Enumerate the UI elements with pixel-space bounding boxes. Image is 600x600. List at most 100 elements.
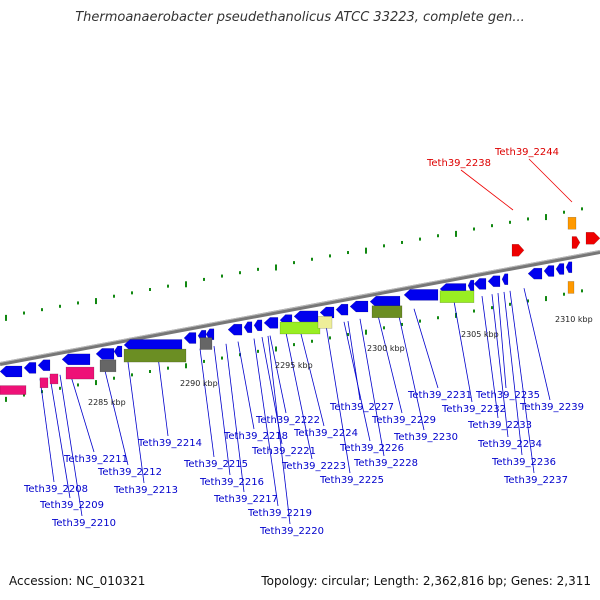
gene-arrow [263, 317, 279, 329]
leader-line [253, 338, 279, 507]
gene-arrow [335, 303, 349, 316]
gene-box-pink [0, 385, 27, 395]
gene-box-lime [279, 321, 321, 335]
gene-label: Teth39_2233 [467, 420, 532, 431]
gene-box-pink [39, 377, 49, 389]
leader-line [481, 295, 499, 419]
leader-line [359, 318, 385, 457]
gene-label: Teth39_2217 [213, 494, 278, 505]
gene-label: Teth39_2223 [281, 461, 346, 472]
gene-labels: Teth39_2208 Teth39_2209 Teth39_2210 Teth39_… [23, 147, 584, 537]
gene-arrow [123, 339, 183, 351]
leader-line [497, 293, 507, 389]
gene-label: Teth39_2236 [491, 457, 556, 468]
leader-line [225, 343, 245, 493]
gene-label: Teth39_2220 [259, 526, 324, 537]
gene-label: Teth39_2214 [137, 438, 202, 449]
accession-text: Accession: NC_010321 [9, 574, 146, 588]
leader-line [453, 301, 473, 403]
gene-arrow [183, 332, 197, 344]
leader-line [491, 294, 509, 438]
gene-box-orange [567, 281, 575, 294]
leader-line [59, 374, 83, 517]
gene-label: Teth39_2235 [475, 390, 540, 401]
leader-line [503, 291, 523, 456]
gene-label: Teth39_2210 [51, 518, 116, 529]
kbp-label: 2310 kbp [555, 315, 593, 324]
gene-arrow [95, 348, 115, 360]
leader-line [413, 308, 439, 389]
gene-box-grey [199, 337, 213, 350]
gene-label: Teth39_2237 [503, 475, 568, 486]
gene-arrow [487, 275, 501, 288]
gene-label: Teth39_2234 [477, 439, 542, 450]
gene-arrow-highlight [571, 236, 581, 249]
gene-arrow [527, 267, 543, 280]
gene-arrow [467, 279, 475, 292]
leader-line [103, 366, 129, 466]
gene-arrow [473, 278, 487, 290]
gene-arrow [369, 295, 401, 308]
gene-label: Teth39_2221 [251, 446, 316, 457]
leader-line [285, 332, 313, 460]
leader-line [39, 378, 55, 483]
kbp-labels: 2285 kbp 2290 kbp 2295 kbp 2300 kbp 2305 kbp… [88, 315, 593, 407]
gene-label: Teth39_2208 [23, 484, 88, 495]
gene-label: Teth39_2225 [319, 475, 384, 486]
gene-label: Teth39_2215 [183, 459, 248, 470]
leader-line [325, 325, 351, 474]
gene-label: Teth39_2226 [339, 443, 404, 454]
leader-line [397, 311, 425, 431]
gene-label: Teth39_2229 [371, 415, 436, 426]
gene-label: Teth39_2227 [329, 402, 394, 413]
leader-line [199, 348, 215, 458]
gene-label: Teth39_2230 [393, 432, 458, 443]
gene-label: Teth39_2222 [255, 415, 320, 426]
gene-box-olive [371, 305, 403, 319]
leader-line [523, 288, 551, 401]
gene-arrow [403, 289, 439, 301]
leader-lines [39, 158, 573, 525]
gene-box-orange [567, 216, 577, 230]
gene-arrow [555, 263, 565, 275]
leader-line [127, 362, 145, 484]
scale-ticks [5, 207, 583, 402]
gene-label: Teth39_2232 [441, 404, 506, 415]
gene-arrow [113, 345, 123, 358]
gene-arrow [565, 261, 573, 274]
leader-line [299, 329, 325, 427]
leader-line [49, 376, 71, 499]
gene-arrow [37, 359, 51, 372]
leader-line-red [528, 158, 573, 203]
gene-label: Teth39_2231 [407, 390, 472, 401]
gene-label: Teth39_2239 [519, 402, 584, 413]
gene-label: Teth39_2219 [247, 508, 312, 519]
gene-box-grey [99, 359, 117, 373]
highlight-gene-label: Teth39_2238 [426, 158, 491, 169]
gene-arrow [0, 365, 23, 378]
topology-summary: Topology: circular; Length: 2,362,816 bp… [261, 574, 591, 588]
gene-arrow [61, 353, 91, 366]
leader-line [509, 290, 535, 474]
gene-arrow [227, 323, 243, 336]
gene-box-lime [439, 290, 475, 303]
genome-backbone-highlight [0, 250, 600, 363]
gene-box-pale [317, 316, 333, 329]
kbp-label: 2305 kbp [461, 330, 499, 339]
gene-arrow-highlight [511, 244, 525, 257]
kbp-label: 2285 kbp [88, 398, 126, 407]
map-title: Thermoanaerobacter pseudethanolicus ATCC… [75, 10, 525, 25]
gene-arrow [543, 265, 555, 277]
leader-line [69, 372, 95, 453]
gene-box-pink [65, 366, 95, 380]
gene-label: Teth39_2224 [293, 428, 358, 439]
gene-arrow-highlight [585, 232, 600, 245]
gene-label: Teth39_2212 [97, 467, 162, 478]
leader-line-red [460, 169, 514, 211]
gene-arrow [253, 319, 263, 332]
gene-label: Teth39_2211 [63, 454, 128, 465]
leader-line [213, 346, 231, 476]
kbp-label: 2295 kbp [275, 361, 313, 370]
gene-arrow [501, 273, 509, 285]
